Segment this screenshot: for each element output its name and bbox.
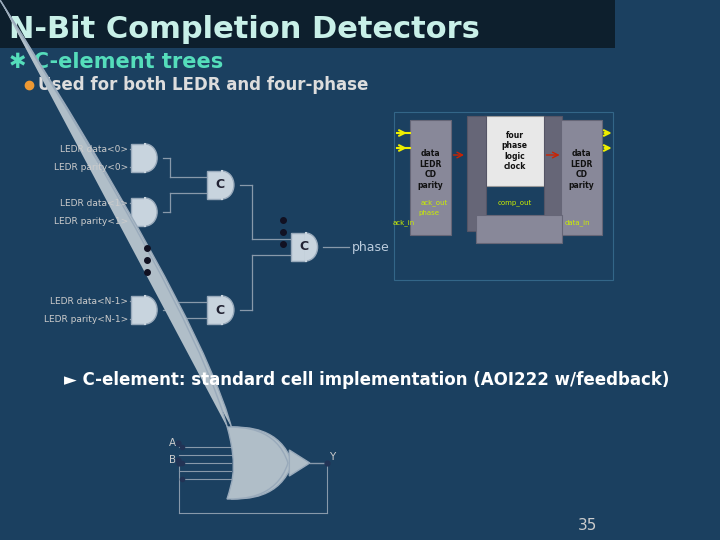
- Bar: [561, 120, 602, 235]
- Text: 35: 35: [578, 517, 598, 532]
- Bar: [410, 120, 451, 235]
- Text: four
phase
logic
clock: four phase logic clock: [502, 131, 528, 171]
- Text: N-Bit Completion Detectors: N-Bit Completion Detectors: [9, 16, 480, 44]
- Wedge shape: [145, 144, 157, 172]
- Text: LEDR data<1>: LEDR data<1>: [60, 199, 128, 207]
- Bar: [207, 171, 222, 199]
- Text: LEDR data<0>: LEDR data<0>: [60, 145, 128, 153]
- Text: B: B: [169, 455, 176, 465]
- Bar: [467, 116, 485, 231]
- Bar: [130, 296, 145, 324]
- Bar: [484, 116, 545, 186]
- Bar: [395, 112, 613, 280]
- Text: data_in: data_in: [565, 220, 590, 226]
- Bar: [0, 0, 614, 48]
- PathPatch shape: [0, 427, 292, 540]
- Text: ack_in: ack_in: [392, 220, 415, 226]
- Text: data
LEDR
CD
parity: data LEDR CD parity: [568, 150, 594, 190]
- Text: LEDR data<N-1>: LEDR data<N-1>: [50, 296, 128, 306]
- Text: LEDR parity<0>: LEDR parity<0>: [54, 163, 128, 172]
- Text: C: C: [216, 179, 225, 192]
- Text: C: C: [216, 303, 225, 316]
- Text: phase: phase: [418, 210, 439, 216]
- Bar: [207, 296, 222, 324]
- Bar: [291, 233, 305, 261]
- Bar: [130, 144, 145, 172]
- Text: phase: phase: [351, 240, 390, 253]
- Text: data
LEDR
CD
parity: data LEDR CD parity: [418, 150, 443, 190]
- Text: LEDR parity<1>: LEDR parity<1>: [54, 217, 128, 226]
- Bar: [476, 215, 562, 243]
- Text: comp_out: comp_out: [498, 200, 532, 206]
- Text: C: C: [300, 240, 309, 253]
- Wedge shape: [222, 171, 234, 199]
- Text: Used for both LEDR and four-phase: Used for both LEDR and four-phase: [37, 76, 368, 94]
- Bar: [130, 198, 145, 226]
- Text: ► C-element: standard cell implementation (AOI222 w/feedback): ► C-element: standard cell implementatio…: [64, 371, 670, 389]
- Text: ack_out: ack_out: [420, 200, 448, 206]
- Wedge shape: [305, 233, 318, 261]
- Text: A: A: [169, 438, 176, 448]
- Text: ✱ C-element trees: ✱ C-element trees: [9, 52, 222, 72]
- PathPatch shape: [0, 427, 288, 540]
- Polygon shape: [289, 450, 310, 476]
- Text: Y: Y: [328, 452, 335, 462]
- Wedge shape: [145, 296, 157, 324]
- Text: LEDR parity<N-1>: LEDR parity<N-1>: [44, 314, 128, 323]
- Wedge shape: [222, 296, 234, 324]
- Wedge shape: [145, 198, 157, 226]
- Bar: [544, 116, 562, 231]
